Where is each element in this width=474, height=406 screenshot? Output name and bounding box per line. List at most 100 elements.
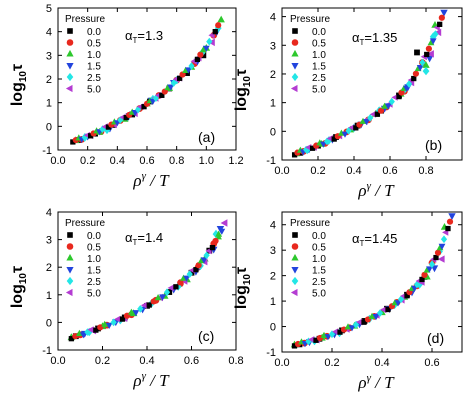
curve-points bbox=[68, 228, 226, 342]
data-point bbox=[123, 114, 129, 121]
legend-label: 0.5 bbox=[312, 39, 326, 50]
data-point bbox=[440, 235, 448, 244]
x-tick-label: 0.6 bbox=[382, 165, 397, 177]
data-point bbox=[374, 111, 381, 117]
x-tick-label: 0.4 bbox=[374, 357, 389, 369]
data-point bbox=[308, 336, 315, 343]
data-point bbox=[396, 93, 402, 100]
y-tick-label: 1 bbox=[270, 296, 276, 308]
data-point bbox=[164, 83, 172, 91]
legend-label: 1.0 bbox=[87, 50, 101, 61]
data-points bbox=[291, 9, 448, 158]
data-point bbox=[97, 324, 104, 331]
data-point bbox=[445, 225, 451, 232]
y-tick-label: 4 bbox=[46, 207, 52, 219]
data-point bbox=[432, 30, 439, 38]
legend-marker bbox=[66, 253, 74, 261]
data-point bbox=[412, 70, 420, 77]
alpha-annotation: αT=1.4 bbox=[125, 230, 163, 247]
data-point bbox=[363, 119, 370, 126]
panel-label: (b) bbox=[425, 137, 442, 153]
data-point bbox=[209, 244, 216, 251]
data-point bbox=[320, 331, 328, 338]
x-axis-title: ργ / T bbox=[132, 370, 170, 390]
data-point bbox=[427, 50, 434, 58]
data-point bbox=[394, 300, 402, 307]
legend-marker bbox=[66, 276, 74, 286]
data-point bbox=[309, 145, 316, 151]
data-point bbox=[429, 38, 437, 45]
legend-marker bbox=[291, 253, 299, 261]
data-point bbox=[385, 306, 391, 313]
legend-marker bbox=[292, 28, 298, 34]
data-point bbox=[203, 251, 210, 260]
y-tick-label: -1 bbox=[266, 155, 276, 167]
data-point bbox=[416, 65, 424, 72]
data-point bbox=[105, 322, 113, 329]
series-5-0 bbox=[86, 38, 215, 140]
data-point bbox=[380, 306, 387, 314]
data-point bbox=[397, 295, 405, 304]
series-5-0 bbox=[310, 28, 442, 151]
x-tick-label: 0.4 bbox=[346, 165, 361, 177]
data-point bbox=[206, 37, 213, 46]
data-point bbox=[188, 62, 195, 70]
data-point bbox=[87, 326, 94, 333]
data-point bbox=[419, 58, 426, 67]
x-tick-label: 0.0 bbox=[274, 165, 289, 177]
legend-label: 5.0 bbox=[312, 85, 326, 96]
panel-label: (a) bbox=[198, 129, 215, 145]
y-tick-label: 2 bbox=[270, 271, 276, 283]
data-points bbox=[67, 219, 228, 342]
y-tick-label: 0 bbox=[46, 121, 52, 133]
data-point bbox=[159, 294, 166, 301]
y-tick-label: -1 bbox=[42, 145, 52, 157]
data-point bbox=[337, 329, 343, 335]
data-points bbox=[290, 213, 456, 349]
y-tick-label: 0 bbox=[46, 317, 52, 329]
x-axis-title: ργ / T bbox=[357, 372, 395, 392]
data-point bbox=[413, 280, 421, 289]
legend-label: 2.5 bbox=[312, 277, 326, 288]
legend-label: 2.5 bbox=[87, 277, 101, 288]
alpha-annotation: αT=1.3 bbox=[125, 28, 163, 45]
data-point bbox=[368, 312, 376, 319]
legend-marker bbox=[67, 232, 73, 238]
y-tick-label: 2 bbox=[270, 69, 276, 81]
data-point bbox=[180, 274, 187, 281]
x-axis: 0.0 0.2 0.4 0.6 0.8 1.0 1.2 bbox=[50, 8, 244, 167]
y-axis-title: log10τ bbox=[233, 69, 253, 111]
data-point bbox=[404, 293, 410, 299]
data-point bbox=[119, 316, 126, 322]
legend: Pressure 0.00.51.01.52.55.0 bbox=[290, 218, 330, 300]
legend-marker bbox=[291, 63, 299, 70]
data-point bbox=[177, 279, 184, 286]
legend-title: Pressure bbox=[65, 14, 105, 25]
series-2-5 bbox=[85, 229, 220, 337]
data-point bbox=[197, 51, 204, 58]
legend-label: 0.5 bbox=[312, 243, 326, 254]
data-point bbox=[220, 219, 228, 227]
data-point bbox=[419, 276, 425, 283]
x-tick-label: 1.2 bbox=[228, 155, 243, 167]
legend-label: 1.5 bbox=[312, 62, 326, 73]
data-point bbox=[184, 70, 190, 76]
y-tick-label: -1 bbox=[42, 345, 52, 357]
data-point bbox=[291, 343, 298, 349]
panel-label: (d) bbox=[427, 330, 444, 346]
data-point bbox=[341, 131, 349, 138]
legend-marker bbox=[291, 267, 299, 274]
legend-marker bbox=[291, 243, 299, 250]
y-tick-label: 3 bbox=[270, 40, 276, 52]
data-point bbox=[141, 104, 147, 110]
data-point bbox=[352, 320, 360, 329]
legend-label: 0.5 bbox=[87, 243, 101, 254]
data-point bbox=[170, 79, 177, 87]
data-points bbox=[70, 15, 225, 145]
panel-label: (c) bbox=[198, 328, 214, 344]
data-point bbox=[137, 305, 144, 313]
legend-label: 0.0 bbox=[312, 231, 326, 242]
y-tick-label: 4 bbox=[270, 220, 276, 232]
data-point bbox=[105, 124, 112, 130]
data-point bbox=[76, 329, 83, 336]
